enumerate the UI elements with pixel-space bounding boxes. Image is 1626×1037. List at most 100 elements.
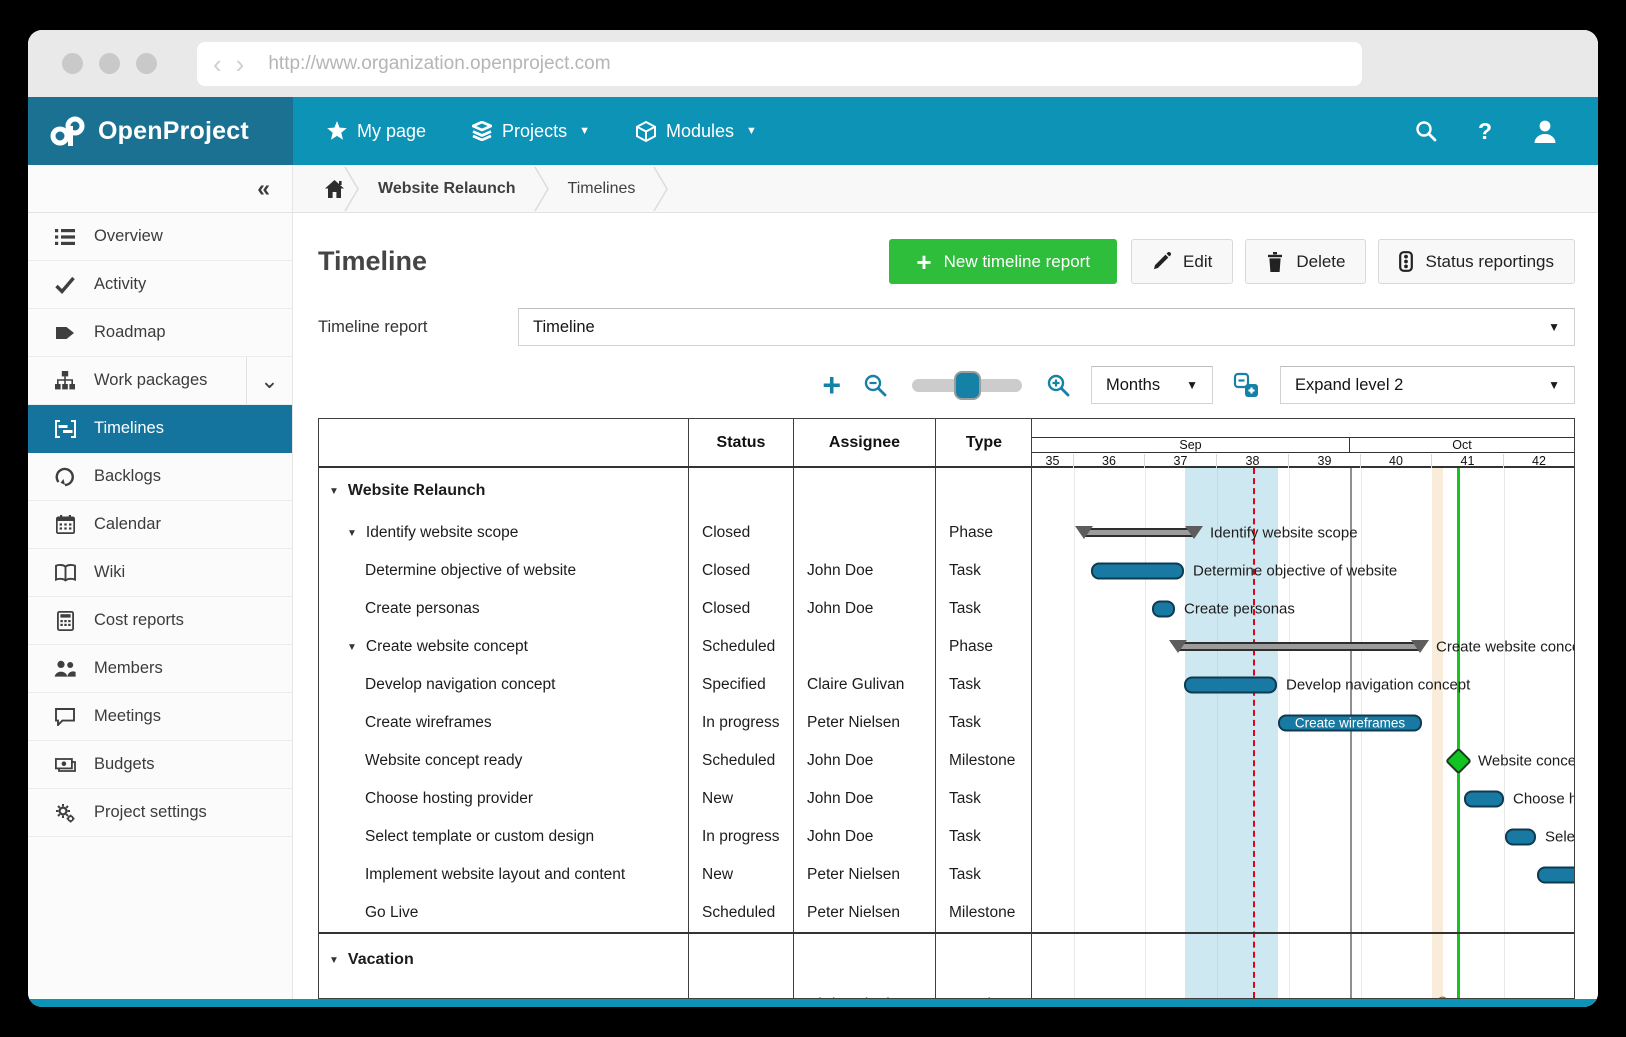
sidebar-item-work-packages[interactable]: Work packages ⌄ [28,357,292,405]
assignee-cell: John Doe [794,590,936,628]
table-row[interactable]: ▼ Website Relaunch [319,468,1031,514]
sidebar-item-calendar[interactable]: Calendar [28,501,292,549]
expand-level-select[interactable]: Expand level 2 ▼ [1280,366,1575,404]
work-package-name-cell[interactable]: Choose hosting provider [319,780,689,818]
calculator-icon [54,610,76,631]
table-row[interactable]: Develop navigation concept Specified Clair… [319,666,1031,704]
zoom-slider[interactable] [912,370,1022,400]
phase-bar[interactable] [1176,641,1422,651]
zoom-unit-select[interactable]: Months ▼ [1091,366,1213,404]
work-package-name-cell[interactable]: Create wireframes [319,704,689,742]
collapse-caret-icon[interactable]: ▼ [347,641,357,653]
gantt-week-38: 38 [1217,454,1289,468]
sidebar-item-meetings[interactable]: Meetings [28,693,292,741]
milestone-diamond[interactable] [1445,747,1472,775]
task-bar[interactable] [1464,790,1504,808]
layers-icon [472,121,493,141]
add-planning-element-icon[interactable]: + [822,367,841,403]
task-bar[interactable] [1091,562,1184,580]
outline-levels-icon[interactable] [1233,372,1260,399]
delete-button[interactable]: Delete [1245,239,1367,284]
work-package-name-cell[interactable]: Go Live [319,894,689,932]
edit-button[interactable]: Edit [1131,239,1234,284]
table-row[interactable]: Go Live Scheduled Peter Nielsen Milestone [319,894,1031,932]
zoom-in-icon[interactable] [1046,373,1071,398]
new-timeline-report-button[interactable]: + New timeline report [889,239,1118,284]
sidebar-item-activity[interactable]: Activity [28,261,292,309]
task-bar[interactable] [1505,828,1536,846]
zoom-slider-handle[interactable] [954,370,981,400]
table-row[interactable]: ▼ Vacation [319,934,1031,986]
table-row[interactable]: Website concept ready Scheduled John Doe Mi… [319,742,1031,780]
sidebar-item-wiki[interactable]: Wiki [28,549,292,597]
type-cell: Task [949,676,981,693]
table-row[interactable]: Implement website layout and content New P… [319,856,1031,894]
user-avatar-icon[interactable] [1532,118,1558,144]
nav-item-projects[interactable]: Projects ▼ [472,121,590,142]
url-bar[interactable]: ‹ › http://www.organization.openproject.… [197,41,1362,86]
table-row[interactable]: Create wireframes In progress Peter Nielse… [319,704,1031,742]
window-control-dot[interactable] [62,53,83,74]
phase-bar[interactable] [1082,527,1196,537]
home-icon[interactable] [325,179,344,198]
window-control-dot[interactable] [99,53,120,74]
table-row[interactable]: Determine objective of website Closed John… [319,552,1031,590]
zoom-unit-value: Months [1106,375,1161,394]
url-text[interactable]: http://www.organization.openproject.com [268,52,611,74]
reference-date-line [1457,468,1460,998]
status-reportings-button[interactable]: Status reportings [1378,239,1575,284]
collapse-sidebar-icon[interactable]: « [257,175,270,201]
nav-item-my-page[interactable]: My page [327,121,426,142]
table-row[interactable]: Choose hosting provider New John Doe Task [319,780,1031,818]
work-package-name-cell[interactable]: Determine objective of website [319,552,689,590]
sidebar-item-roadmap[interactable]: Roadmap [28,309,292,357]
table-row[interactable]: Select template or custom design In progr… [319,818,1031,856]
openproject-logo[interactable]: OpenProject [28,97,293,165]
work-package-name-cell[interactable]: Develop navigation concept [319,666,689,704]
toolbar: + New timeline report Edit [889,239,1575,284]
help-icon[interactable]: ? [1477,117,1492,144]
task-bar[interactable] [1152,600,1175,618]
collapse-caret-icon[interactable]: ▼ [329,954,339,966]
window-control-dot[interactable] [136,53,157,74]
work-package-name-cell[interactable]: Select template or custom design [319,818,689,856]
sidebar-item-label: Overview [94,227,163,245]
nav-item-modules[interactable]: Modules ▼ [635,120,757,142]
sidebar-item-backlogs[interactable]: Backlogs [28,453,292,501]
table-row[interactable]: NewChristoph TimmVacation [319,986,1031,998]
work-package-name-cell[interactable]: Website concept ready [319,742,689,780]
plus-icon: + [916,246,932,277]
sidebar-item-timelines[interactable]: Timelines [28,405,292,453]
type-cell: Milestone [949,752,1016,769]
gantt-chart: Sep Oct 35 36 37 38 39 40 41 42 Identify website… [1032,419,1574,998]
sidebar-item-budgets[interactable]: Budgets [28,741,292,789]
task-bar[interactable] [1184,676,1277,694]
table-row[interactable]: ▼ Create website concept Scheduled Phase [319,628,1031,666]
collapse-caret-icon[interactable]: ▼ [347,527,357,539]
sidebar-item-project-settings[interactable]: Project settings [28,789,292,837]
breadcrumb-project[interactable]: Website Relaunch [378,179,516,197]
breadcrumb-page[interactable]: Timelines [567,179,636,197]
timeline-report-select[interactable]: Timeline ▼ [518,308,1575,346]
chevron-down-icon[interactable]: ⌄ [246,357,292,404]
sidebar-item-overview[interactable]: Overview [28,213,292,261]
back-icon[interactable]: ‹ [213,48,222,79]
search-icon[interactable] [1414,119,1438,143]
task-bar[interactable]: Create wireframes [1278,714,1422,732]
forward-icon[interactable]: › [235,48,245,79]
table-row[interactable]: ▼ Identify website scope Closed Phase [319,514,1031,552]
work-package-name-cell[interactable]: ▼ Website Relaunch [319,468,689,514]
sidebar-item-cost-reports[interactable]: Cost reports [28,597,292,645]
work-package-name-cell[interactable]: ▼ Identify website scope [319,514,689,552]
table-row[interactable]: Create personas Closed John Doe Task [319,590,1031,628]
work-package-name-cell[interactable]: Create personas [319,590,689,628]
work-package-name-cell[interactable]: ▼ Create website concept [319,628,689,666]
task-bar[interactable] [1537,866,1574,884]
sidebar-item-members[interactable]: Members [28,645,292,693]
gantt-row: Determine objective of website [1032,552,1574,590]
zoom-out-icon[interactable] [863,373,888,398]
collapse-caret-icon[interactable]: ▼ [329,485,339,497]
work-package-name-cell[interactable]: ▼ Vacation [319,934,689,986]
work-package-name-cell[interactable]: Implement website layout and content [319,856,689,894]
work-package-name-cell[interactable] [319,986,689,998]
